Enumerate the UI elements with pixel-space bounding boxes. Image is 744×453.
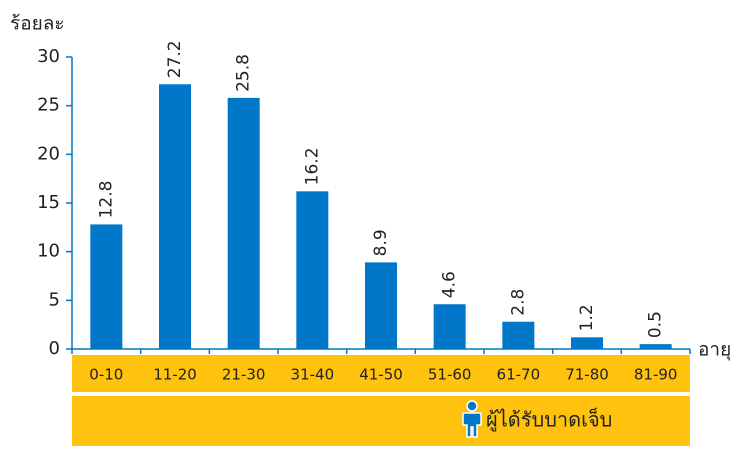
value-label: 4.6 <box>440 271 460 298</box>
y-tick-label: 0 <box>49 338 60 359</box>
x-tick-label: 11-20 <box>153 366 197 384</box>
legend-icon <box>462 400 482 438</box>
bar <box>90 224 123 349</box>
value-label: 8.9 <box>371 229 391 256</box>
value-label: 25.8 <box>234 54 254 92</box>
y-axis-label: ร้อยละ <box>10 13 65 35</box>
x-tick-label: 81-90 <box>634 366 678 384</box>
y-tick-label: 20 <box>37 143 60 164</box>
bar <box>296 191 329 349</box>
x-tick-label: 41-50 <box>359 366 403 384</box>
y-tick-label: 5 <box>49 289 60 310</box>
bar <box>433 304 466 349</box>
y-tick-label: 25 <box>37 95 60 116</box>
bar <box>571 337 603 349</box>
bar <box>159 84 191 350</box>
x-tick-label: 51-60 <box>428 366 472 384</box>
x-tick-label: 0-10 <box>89 366 123 384</box>
x-tick-label: 61-70 <box>497 366 541 384</box>
x-axis-label: อายุ <box>698 339 731 362</box>
value-label: 0.5 <box>646 311 666 338</box>
value-label: 16.2 <box>302 147 322 185</box>
bar <box>365 262 397 349</box>
value-label: 27.2 <box>165 40 185 78</box>
category-band <box>72 355 690 392</box>
bar <box>502 321 535 349</box>
y-tick-label: 10 <box>37 241 60 262</box>
value-label: 1.2 <box>577 304 597 331</box>
bar <box>639 344 672 349</box>
y-tick-label: 30 <box>37 46 60 67</box>
x-tick-label: 31-40 <box>291 366 335 384</box>
x-tick-label: 21-30 <box>222 366 266 384</box>
value-label: 2.8 <box>508 289 528 316</box>
legend-band <box>72 396 690 446</box>
legend-label: ผู้ได้รับบาดเจ็บ <box>486 407 612 433</box>
bar <box>227 97 260 349</box>
x-tick-label: 71-80 <box>565 366 609 384</box>
y-tick-label: 15 <box>37 192 60 213</box>
value-label: 12.8 <box>96 181 116 219</box>
